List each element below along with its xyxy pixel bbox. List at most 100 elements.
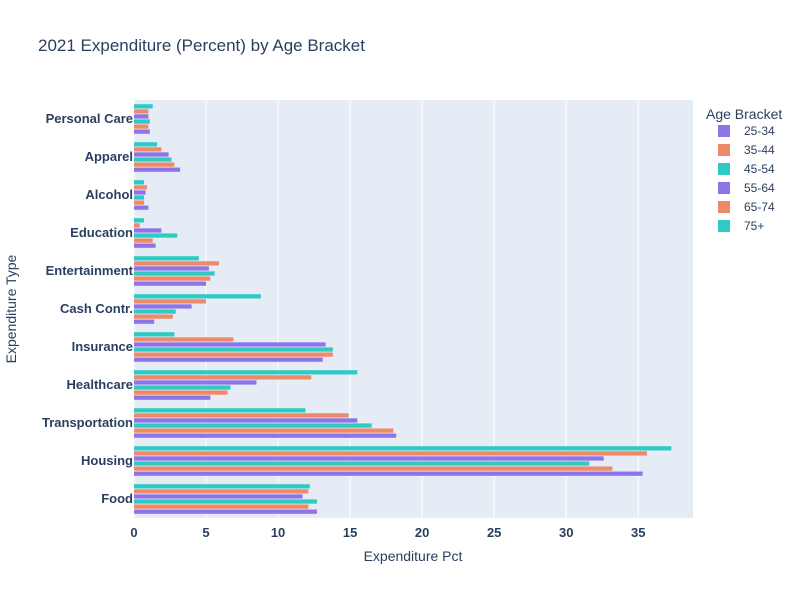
y-tick-label: Food: [101, 491, 133, 506]
bar-65-74-housing: [134, 451, 647, 456]
bar-25-34-healthcare: [134, 395, 211, 400]
bar-65-74-cash-contr-: [134, 299, 207, 304]
y-tick-label: Insurance: [72, 339, 133, 354]
y-axis-title: Expenditure Type: [3, 254, 19, 363]
bar-75+-cash-contr-: [134, 294, 261, 299]
legend-swatch: [718, 125, 730, 137]
y-tick-label: Education: [70, 225, 133, 240]
bar-65-74-personal-care: [134, 109, 149, 114]
bar-75+-apparel: [134, 142, 158, 147]
bar-25-34-transportation: [134, 433, 397, 438]
bar-55-64-healthcare: [134, 380, 257, 385]
legend-label: 25-34: [744, 124, 775, 138]
y-tick-label: Apparel: [85, 149, 133, 164]
bar-35-44-personal-care: [134, 124, 149, 129]
legend-swatch: [718, 144, 730, 156]
bar-65-74-education: [134, 223, 140, 228]
bar-35-44-housing: [134, 466, 613, 471]
bar-25-34-food: [134, 509, 317, 514]
bar-75+-education: [134, 218, 145, 223]
bar-45-54-transportation: [134, 423, 372, 428]
bar-25-34-entertainment: [134, 281, 207, 286]
bar-75+-transportation: [134, 408, 306, 413]
bar-45-54-education: [134, 233, 178, 238]
bar-35-44-transportation: [134, 428, 394, 433]
bar-25-34-alcohol: [134, 205, 149, 210]
y-tick-label: Entertainment: [46, 263, 134, 278]
legend-swatch: [718, 220, 730, 232]
bar-55-64-housing: [134, 456, 604, 461]
y-axis-ticks: Food Housing Transportation Healthcare Insur…: [42, 111, 134, 506]
bar-55-64-insurance: [134, 342, 326, 347]
bar-45-54-food: [134, 499, 317, 504]
bar-35-44-insurance: [134, 352, 333, 357]
bar-65-74-insurance: [134, 337, 234, 342]
x-axis-ticks: 0 5 10 15 20 25 30 35: [130, 525, 645, 540]
bar-45-54-healthcare: [134, 385, 231, 390]
bar-45-54-insurance: [134, 347, 333, 352]
x-tick-label: 10: [271, 525, 285, 540]
bar-65-74-alcohol: [134, 185, 147, 190]
x-tick-label: 20: [415, 525, 429, 540]
bar-55-64-apparel: [134, 152, 169, 157]
bar-45-54-apparel: [134, 157, 172, 162]
bar-65-74-transportation: [134, 413, 349, 418]
bar-55-64-personal-care: [134, 114, 149, 119]
x-tick-label: 30: [559, 525, 573, 540]
bar-45-54-alcohol: [134, 195, 145, 200]
bar-25-34-personal-care: [134, 129, 150, 134]
bar-25-34-cash-contr-: [134, 319, 155, 324]
bar-65-74-food: [134, 489, 309, 494]
bar-55-64-entertainment: [134, 266, 209, 271]
bar-75+-food: [134, 484, 310, 489]
bar-75+-alcohol: [134, 180, 145, 185]
bar-45-54-entertainment: [134, 271, 215, 276]
bar-55-64-food: [134, 494, 303, 499]
y-tick-label: Healthcare: [67, 377, 133, 392]
bar-35-44-cash-contr-: [134, 314, 173, 319]
legend-label: 75+: [744, 219, 764, 233]
chart-title: 2021 Expenditure (Percent) by Age Bracke…: [38, 36, 365, 55]
bar-35-44-apparel: [134, 162, 175, 167]
bar-35-44-entertainment: [134, 276, 211, 281]
bar-55-64-alcohol: [134, 190, 146, 195]
legend-label: 55-64: [744, 181, 775, 195]
x-tick-label: 5: [202, 525, 209, 540]
bar-55-64-transportation: [134, 418, 358, 423]
y-tick-label: Cash Contr.: [60, 301, 133, 316]
x-tick-label: 35: [631, 525, 645, 540]
bar-65-74-entertainment: [134, 261, 220, 266]
bar-35-44-education: [134, 238, 153, 243]
bar-35-44-food: [134, 504, 309, 509]
bar-45-54-cash-contr-: [134, 309, 176, 314]
bars: [134, 104, 672, 514]
bar-25-34-education: [134, 243, 156, 248]
y-tick-label: Housing: [81, 453, 133, 468]
bar-55-64-education: [134, 228, 162, 233]
y-tick-label: Alcohol: [85, 187, 133, 202]
legend-label: 35-44: [744, 143, 775, 157]
bar-75+-housing: [134, 446, 672, 451]
bar-25-34-housing: [134, 471, 643, 476]
x-axis-title: Expenditure Pct: [364, 548, 463, 564]
bar-65-74-healthcare: [134, 375, 312, 380]
legend-label: 45-54: [744, 162, 775, 176]
x-tick-label: 25: [487, 525, 501, 540]
legend-swatch: [718, 163, 730, 175]
y-tick-label: Transportation: [42, 415, 133, 430]
bar-75+-healthcare: [134, 370, 358, 375]
legend-label: 65-74: [744, 200, 775, 214]
bar-25-34-apparel: [134, 167, 181, 172]
bar-75+-insurance: [134, 332, 175, 337]
bar-75+-entertainment: [134, 256, 199, 261]
y-tick-label: Personal Care: [46, 111, 133, 126]
bar-35-44-alcohol: [134, 200, 145, 205]
legend: 25-34 35-44 45-54 55-64 65-74 75+: [718, 124, 775, 233]
legend-swatch: [718, 182, 730, 194]
bar-35-44-healthcare: [134, 390, 228, 395]
bar-45-54-personal-care: [134, 119, 150, 124]
legend-title: Age Bracket: [706, 106, 782, 122]
bar-45-54-housing: [134, 461, 590, 466]
x-tick-label: 15: [343, 525, 357, 540]
